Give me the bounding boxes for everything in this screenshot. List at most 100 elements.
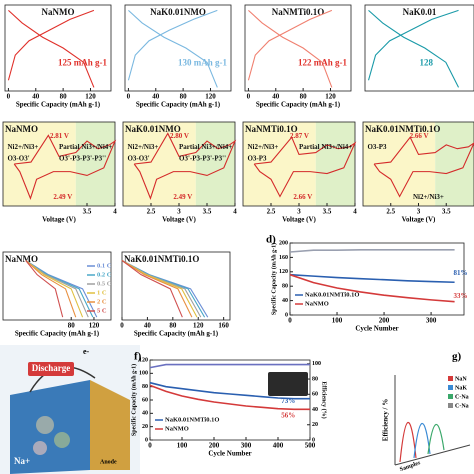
annotation: Ni2+/Ni3+ <box>413 193 444 201</box>
annotation: 33% <box>454 292 468 300</box>
y-tick-label: 80 <box>142 384 148 390</box>
y-tick-label: 20 <box>142 424 148 430</box>
series-line <box>133 132 237 200</box>
y-tick-label: 120 <box>279 269 288 275</box>
y-tick-label: 160 <box>279 255 288 261</box>
series-line <box>373 136 474 198</box>
x-tick-label: 3 <box>417 208 421 216</box>
panel-title: NaK0.01NMTi0.1O <box>365 124 440 134</box>
x-axis-label: Cycle Number <box>355 325 398 333</box>
annotation: 128 <box>420 58 434 68</box>
discharge-label: Discharge <box>32 363 71 373</box>
x-tick-label: 80 <box>169 322 177 330</box>
series-line <box>25 260 64 318</box>
x-tick-label: 120 <box>205 93 216 101</box>
panel-title: NaNMO <box>5 124 38 134</box>
legend-label: 0.5 C <box>97 280 112 287</box>
x-axis-label: Voltage (V) <box>282 216 316 224</box>
x-tick-label: 3.5 <box>323 208 332 216</box>
y2-tick-label: 40 <box>312 407 318 413</box>
annotation: Partial Ni3+/Ni4+ <box>179 143 232 151</box>
panel: 2.5 3 3.5 4 Voltage (V) NaNMTi0.1O2.87 V 2.66 … <box>242 121 357 224</box>
annotation: 2.49 V <box>53 193 72 201</box>
axes-frame <box>2 251 112 321</box>
legend-label: NaK <box>455 385 467 391</box>
x-tick-label: 3 <box>177 208 181 216</box>
series-line <box>149 363 310 369</box>
x-tick-label: 40 <box>272 93 280 101</box>
x-tick-label: 80 <box>68 322 76 330</box>
x-tick-label: 40 <box>32 93 40 101</box>
y-tick-label: 60 <box>142 397 148 403</box>
series-line <box>248 9 333 88</box>
annotation: O3'-P3-P3'-P3'' <box>179 155 226 163</box>
x-tick-label: 0 <box>7 93 11 101</box>
panel: 0 100 200 300 400 500020406080100120020406080… <box>130 357 327 457</box>
annotation: O3-O3' <box>7 155 29 163</box>
x-tick-label: 200 <box>379 317 390 325</box>
series-line <box>149 381 310 400</box>
annotation: O3-P3 <box>367 143 387 151</box>
x-tick-label: 3 <box>297 208 301 216</box>
legend-label: NaK0.01NMTi0.1O <box>165 416 219 423</box>
series-line <box>121 260 183 318</box>
annotation: 2.66 V <box>293 193 312 201</box>
panel: NaK0.01 128 <box>364 4 474 92</box>
y-tick-label: 40 <box>282 298 288 304</box>
x-tick-label: 200 <box>209 442 220 450</box>
legend-swatch <box>448 394 453 399</box>
y2-axis-label: Efficiency (%) <box>321 381 328 418</box>
legend-label: C-Na <box>455 394 469 400</box>
annotation: 2.87 V <box>290 132 309 140</box>
shade <box>315 122 355 206</box>
x-tick-label: 3.5 <box>442 208 451 216</box>
series-line <box>289 273 455 284</box>
panel-title: NaNMO <box>42 7 75 17</box>
x-tick-label: 40 <box>144 322 152 330</box>
axes-frame <box>4 4 112 92</box>
series-line <box>13 134 117 200</box>
y-tick-label: 200 <box>279 240 288 246</box>
annotation: 56% <box>281 412 295 420</box>
y-axis-label: Specific Capacity (mAh g-1) <box>270 243 277 315</box>
x-axis-label: Voltage (V) <box>402 216 436 224</box>
x-tick-label: 100 <box>177 442 188 450</box>
particle <box>54 432 70 448</box>
axes-frame <box>289 242 465 316</box>
panel-letter: f) <box>134 351 142 363</box>
annotation: O3-O3' <box>127 155 149 163</box>
annotation: 73% <box>281 397 295 405</box>
x-tick-label: 80 <box>60 93 68 101</box>
shade <box>195 122 235 206</box>
series-line <box>127 9 218 81</box>
y2-tick-label: 100 <box>312 361 321 367</box>
g-y-label: Efficiency / % <box>382 399 390 441</box>
annotation: 2.81 V <box>50 132 69 140</box>
series-line <box>25 260 77 318</box>
annotation: 130 mAh g-1 <box>178 58 227 68</box>
x-tick-label: 3.5 <box>203 208 212 216</box>
legend-label: NaNMO <box>305 300 329 307</box>
illustration: Discharge e- Na+ Anode <box>0 345 140 474</box>
panel-g: Efficiency / % Samples NaN NaK C-Na C-Na <box>382 375 471 473</box>
series-line <box>253 136 357 198</box>
annotation: 125 mAh g-1 <box>58 58 107 68</box>
panel: 3.5 4 Voltage (V) NaNMO 2.81 V 2.49 V Ni2+/Ni3… <box>2 121 117 224</box>
legend-label: 1 C <box>97 289 107 296</box>
series-line <box>128 9 218 88</box>
legend-swatch <box>448 385 453 390</box>
x-tick-label: 2.5 <box>267 208 276 216</box>
peak <box>399 422 417 463</box>
peak <box>427 424 445 455</box>
axes-frame <box>244 4 352 92</box>
anode-label: Anode <box>100 459 117 465</box>
discharge-badge <box>28 362 74 376</box>
annotation: Ni2+/Ni3+ <box>127 143 158 151</box>
series-line <box>289 273 455 303</box>
x-tick-label: 0 <box>127 93 131 101</box>
panel-title: NaNMO <box>5 254 38 264</box>
